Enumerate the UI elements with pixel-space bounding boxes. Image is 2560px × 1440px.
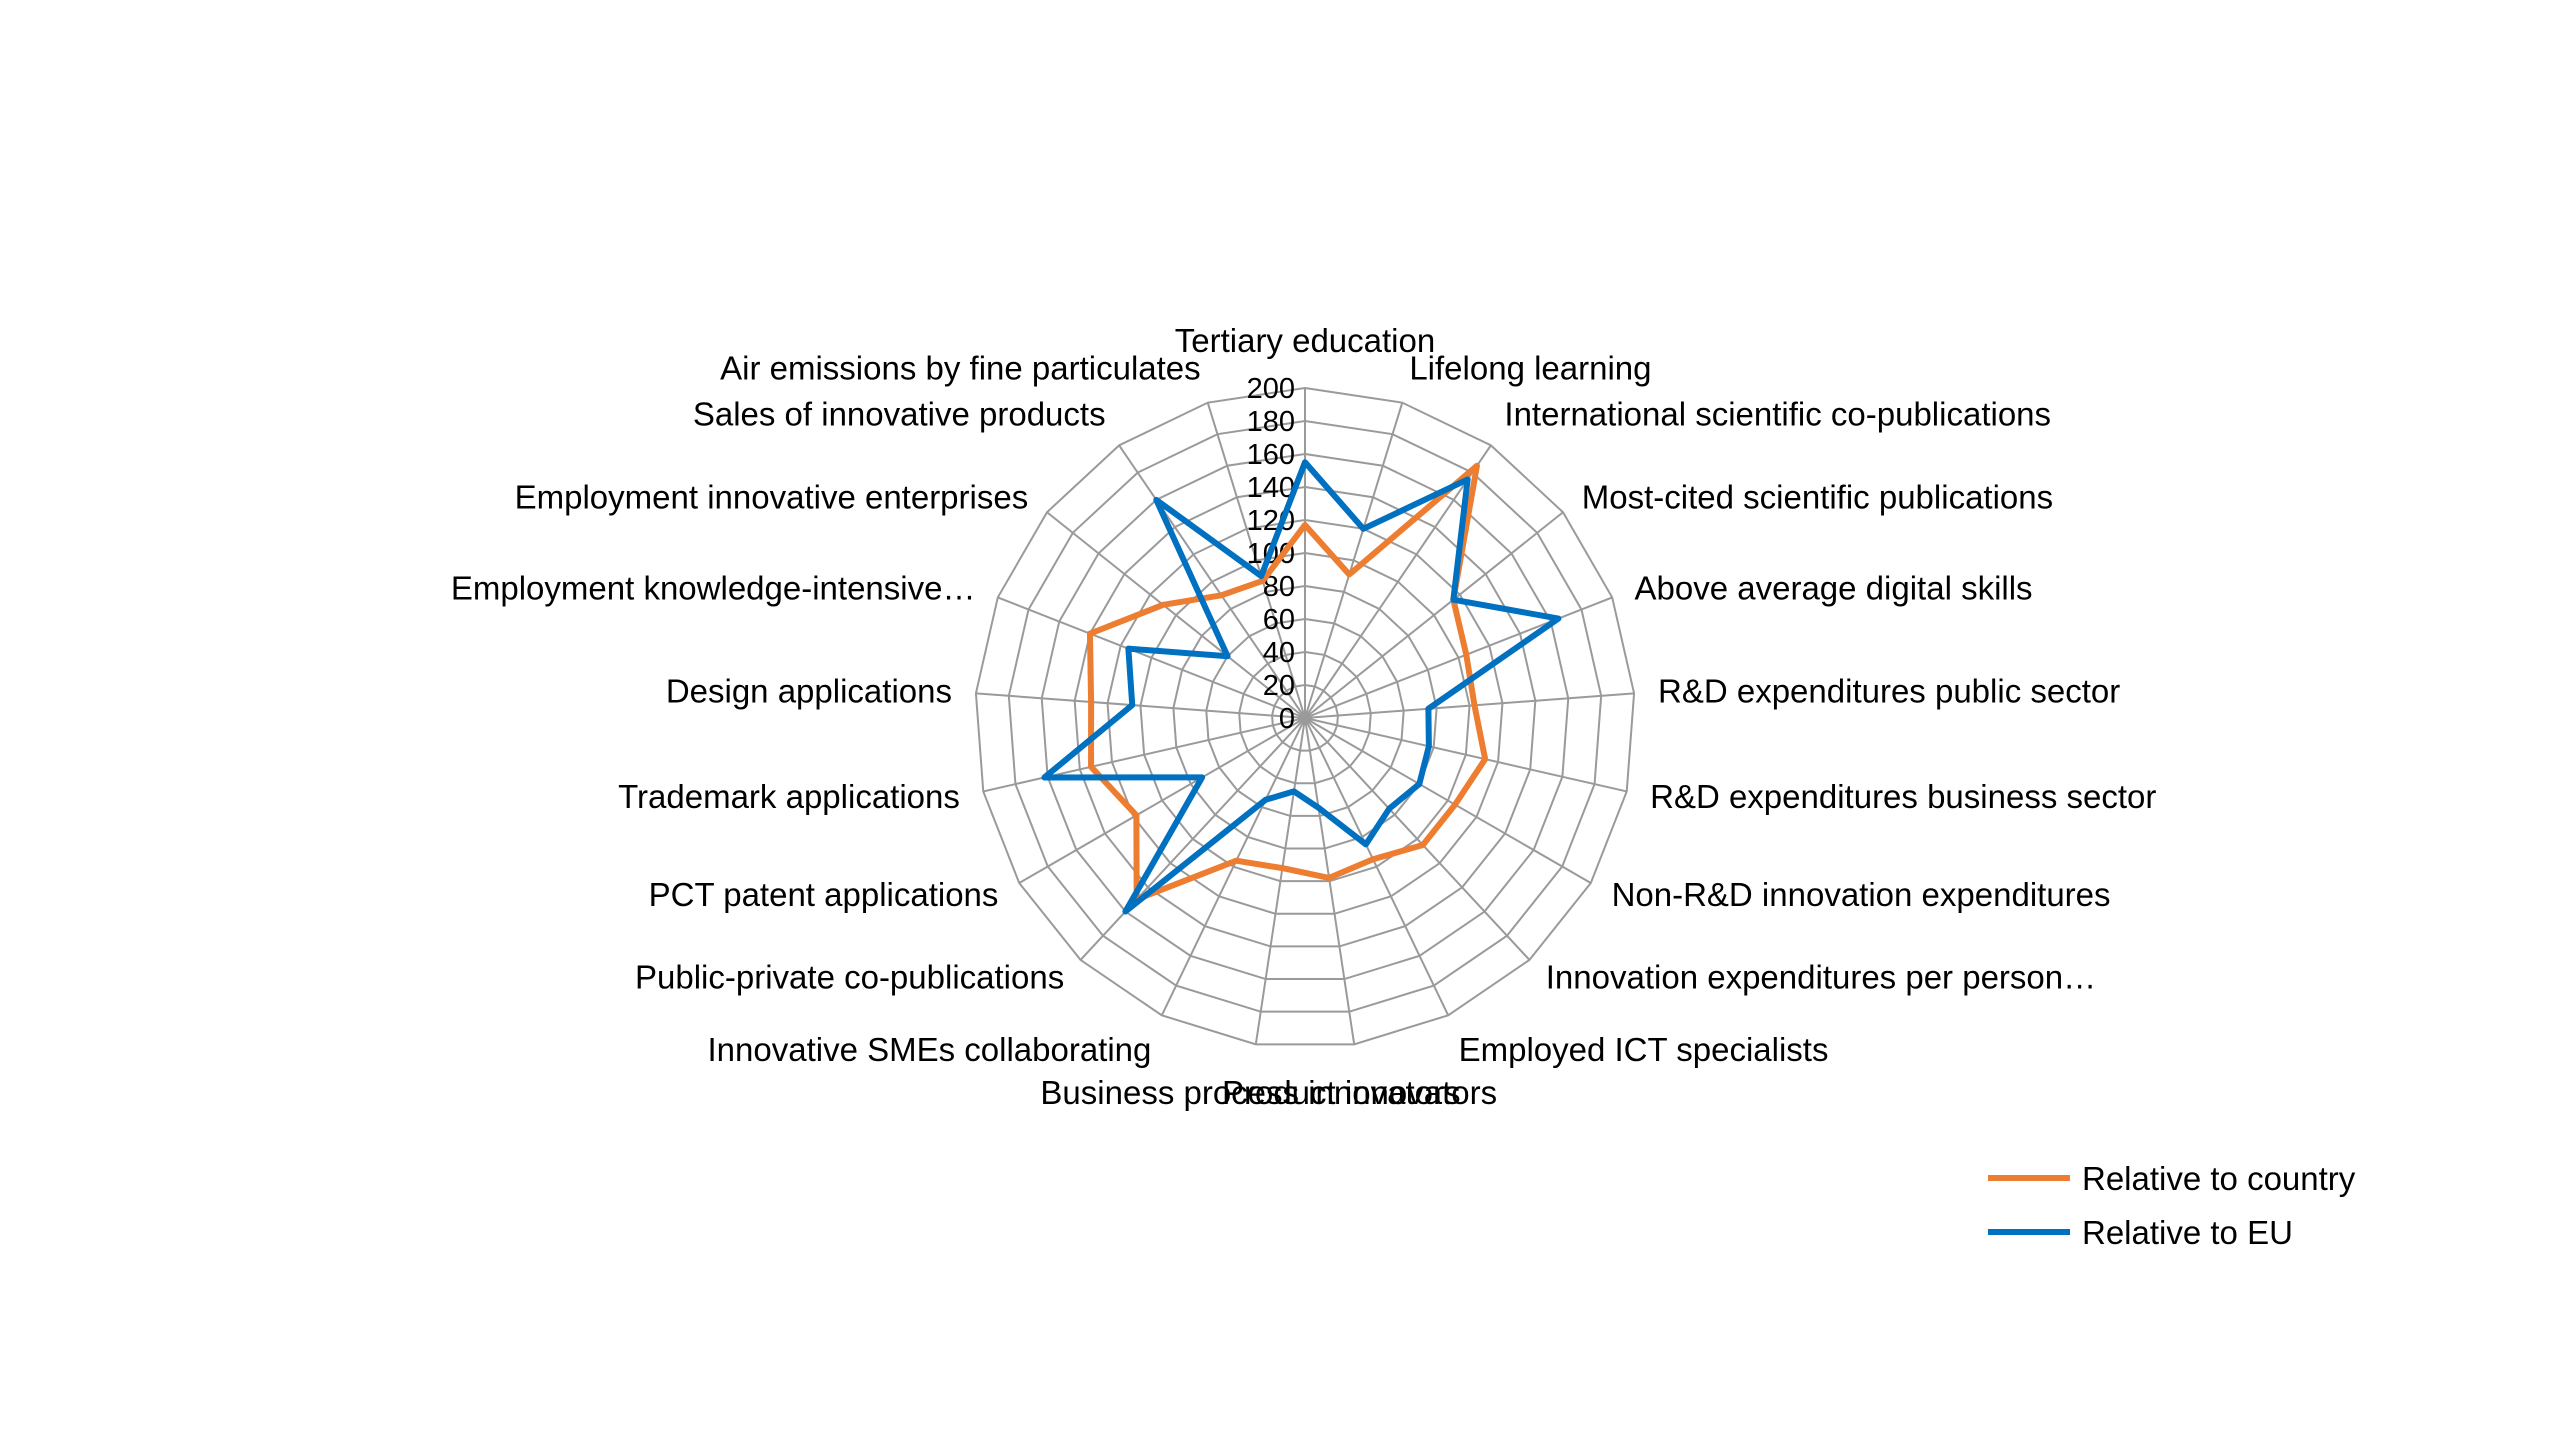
tick-label: 60 [1263, 604, 1295, 636]
category-label: Air emissions by fine particulates [720, 350, 1201, 387]
category-label: Innovation expenditures per person… [1546, 959, 2096, 996]
legend-label-eu: Relative to EU [2082, 1214, 2293, 1251]
category-label: Tertiary education [1175, 322, 1435, 359]
grid-ring-200 [974, 386, 1636, 1046]
axis-spoke [1206, 402, 1306, 719]
tick-label: 0 [1279, 703, 1295, 735]
legend-label-country: Relative to country [2082, 1160, 2356, 1197]
category-label: PCT patent applications [649, 876, 999, 913]
grid-ring-100 [1139, 551, 1471, 883]
tick-label: 20 [1263, 670, 1295, 702]
category-label: Product innovators [1222, 1074, 1497, 1111]
series-line-relative-to-country [1086, 462, 1489, 903]
tick-label: 200 [1247, 373, 1295, 405]
axis-spoke [1046, 511, 1306, 719]
grid-ring-120 [1106, 518, 1504, 915]
category-label: Sales of innovative products [693, 396, 1106, 433]
category-label: Employment innovative enterprises [515, 478, 1029, 515]
category-label: Public-private co-publications [635, 959, 1064, 996]
axis-spoke [1304, 717, 1356, 1045]
axis-spoke [1304, 717, 1592, 884]
legend-item-country: Relative to country [1988, 1160, 2356, 1197]
category-label: Most-cited scientific publications [1582, 478, 2053, 515]
axis-spoke [1160, 717, 1306, 1016]
axis-spoke [1304, 717, 1531, 961]
category-label: R&D expenditures public sector [1658, 673, 2120, 710]
tick-label: 160 [1247, 439, 1295, 471]
category-label: R&D expenditures business sector [1650, 778, 2156, 815]
category-label: Trademark applications [618, 778, 960, 815]
axis-spoke [1118, 444, 1306, 719]
grid-layer [974, 386, 1636, 1046]
axis-spoke [1304, 444, 1492, 719]
category-label: International scientific co-publications [1504, 396, 2051, 433]
category-label: Lifelong learning [1409, 350, 1651, 387]
legend: Relative to country Relative to EU [1988, 1160, 2356, 1251]
axis-spoke [997, 596, 1306, 719]
axis-spoke [1018, 717, 1306, 884]
legend-item-eu: Relative to EU [1988, 1214, 2293, 1251]
axis-spoke [1304, 511, 1564, 719]
axis-spoke [1079, 717, 1306, 961]
axis-spoke [983, 717, 1306, 793]
category-label: Employment knowledge-intensive… [451, 570, 976, 607]
grid-ring-40 [1238, 650, 1372, 785]
tick-label: 140 [1247, 472, 1295, 504]
axis-spoke [1304, 717, 1450, 1016]
series-layer [1041, 459, 1562, 915]
axis-spoke [1304, 717, 1627, 793]
grid-ring-160 [1040, 452, 1570, 981]
category-label: Innovative SMEs collaborating [707, 1031, 1151, 1068]
category-label: Non-R&D innovation expenditures [1612, 876, 2111, 913]
category-label: Employed ICT specialists [1459, 1031, 1829, 1068]
category-label: Design applications [666, 673, 952, 710]
tick-label: 180 [1247, 406, 1295, 438]
series-line-relative-to-eu [1041, 459, 1562, 915]
axis-spoke [1254, 717, 1306, 1045]
axis-spoke [1304, 402, 1404, 719]
grid-ring-140 [1073, 485, 1537, 948]
grid-ring-180 [1007, 419, 1603, 1013]
tick-label: 40 [1263, 637, 1295, 669]
grid-ring-60 [1205, 617, 1405, 817]
grid-ring-20 [1271, 683, 1339, 752]
category-label: Business process innovators [1040, 1074, 1460, 1111]
axis-spoke [1304, 692, 1635, 719]
axis-spoke [975, 692, 1306, 719]
category-label: Above average digital skills [1635, 570, 2033, 607]
